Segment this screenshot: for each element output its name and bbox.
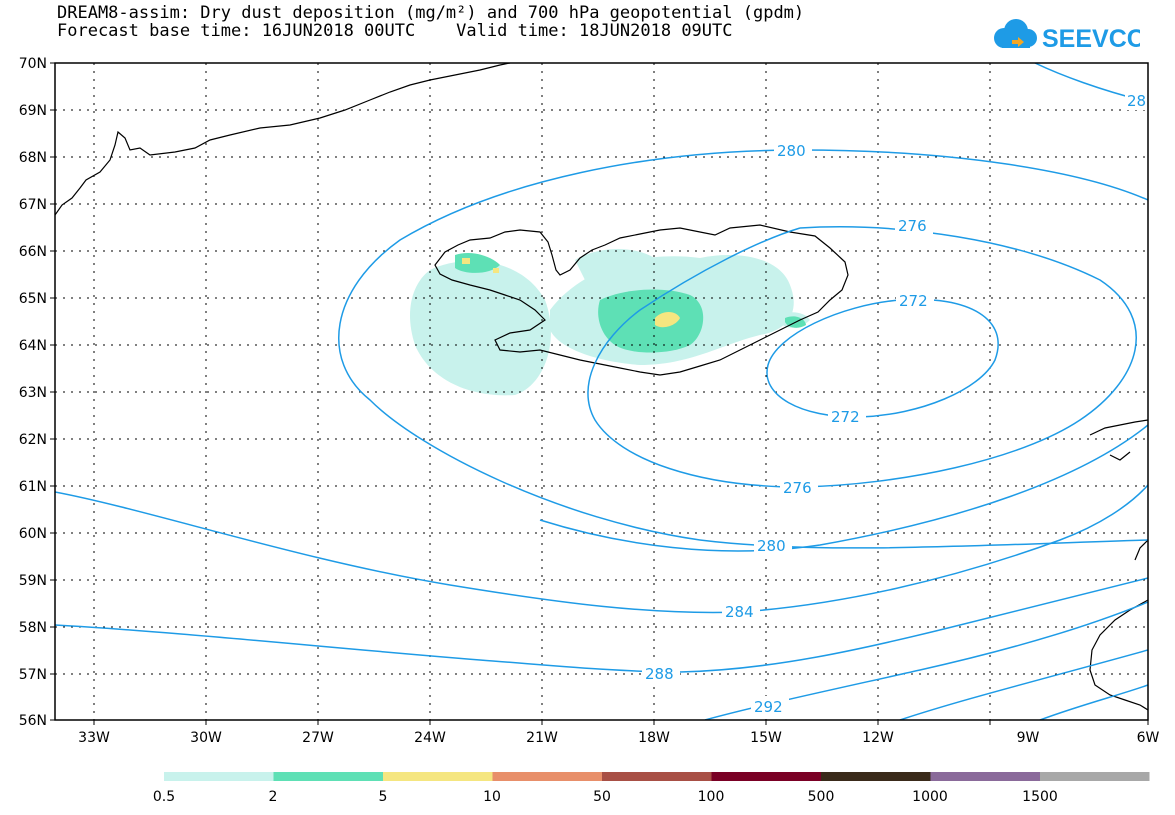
lat-label: 68N <box>19 150 47 166</box>
legend-label: 500 <box>808 789 835 805</box>
legend-swatch <box>930 772 1040 781</box>
dust-area-level3-central <box>655 312 680 328</box>
coastlines <box>55 63 1148 711</box>
lat-label: 65N <box>19 291 47 307</box>
contour-label: 276 <box>783 479 812 497</box>
lon-labels: 33W 30W 27W 24W 21W 18W 15W 12W 9W 6W <box>78 730 1159 746</box>
lat-label: 70N <box>19 56 47 72</box>
lon-label: 18W <box>638 730 670 746</box>
contour-284 <box>55 484 1148 614</box>
legend-swatch <box>711 772 821 781</box>
lat-label: 56N <box>19 713 47 729</box>
legend-label: 1000 <box>912 789 948 805</box>
contour-label: 284 <box>725 603 754 621</box>
lat-label: 69N <box>19 103 47 119</box>
chart-title: DREAM8-assim: Dry dust deposition (mg/m²… <box>57 3 805 23</box>
legend-swatch <box>383 772 493 781</box>
legend-swatch <box>821 772 931 781</box>
lat-label: 62N <box>19 432 47 448</box>
lon-label: 24W <box>414 730 446 746</box>
contour-label: 272 <box>831 408 860 426</box>
legend-label: 5 <box>379 789 388 805</box>
lat-label: 64N <box>19 338 47 354</box>
contour-east-a <box>1039 684 1148 720</box>
iceland-coast <box>434 224 849 376</box>
legend-label: 10 <box>483 789 501 805</box>
lon-label: 27W <box>302 730 334 746</box>
colorbar-legend <box>164 772 1150 781</box>
contour-label: 276 <box>898 217 927 235</box>
lon-label: 15W <box>750 730 782 746</box>
lon-label: 9W <box>1017 730 1040 746</box>
legend-labels: 0.5 2 5 10 50 100 500 1000 1500 <box>153 789 1058 805</box>
lon-label: 12W <box>862 730 894 746</box>
contour-labels: 280 272 276 272 276 280 284 288 292 28 <box>642 90 1148 716</box>
lat-label: 57N <box>19 667 47 683</box>
contour-label: 288 <box>645 665 674 683</box>
legend-label: 1500 <box>1022 789 1058 805</box>
legend-label: 2 <box>269 789 278 805</box>
dust-area-level3-west-b <box>493 268 499 273</box>
lon-ticks <box>93 720 1149 725</box>
contour-label: 28 <box>1127 92 1146 110</box>
lat-label: 61N <box>19 479 47 495</box>
contour-276 <box>587 226 1137 488</box>
faroe-shetland-coast <box>1089 419 1148 711</box>
dust-area-level3-west-a <box>462 258 470 264</box>
lat-label: 63N <box>19 385 47 401</box>
lon-label: 6W <box>1137 730 1160 746</box>
legend-label: 50 <box>593 789 611 805</box>
dust-area-level1-north <box>575 248 660 282</box>
contour-292-east <box>899 649 1148 720</box>
lat-label: 59N <box>19 573 47 589</box>
lat-label: 58N <box>19 620 47 636</box>
dust-area-level1-west <box>410 261 551 396</box>
lat-label: 66N <box>19 244 47 260</box>
lat-label: 60N <box>19 526 47 542</box>
contour-label: 280 <box>777 142 806 160</box>
contour-280-south <box>539 424 1148 552</box>
legend-swatch <box>164 772 274 781</box>
dust-deposition-shading <box>410 248 810 396</box>
lat-label: 67N <box>19 197 47 213</box>
lon-label: 21W <box>526 730 558 746</box>
cloud-icon <box>994 19 1037 48</box>
lat-ticks <box>50 62 55 721</box>
lat-labels: 70N 69N 68N 67N 66N 65N 64N 63N 62N 61N … <box>19 56 47 729</box>
legend-swatch <box>602 772 712 781</box>
lon-label: 30W <box>190 730 222 746</box>
seevccc-logo: SEEVCCC <box>994 19 1140 53</box>
svg-text:SEEVCCC: SEEVCCC <box>1042 25 1140 53</box>
lon-label: 33W <box>78 730 110 746</box>
contour-label: 292 <box>754 698 783 716</box>
graticule <box>55 63 1148 720</box>
legend-swatch <box>1040 772 1150 781</box>
contour-label: 272 <box>899 292 928 310</box>
chart-subtitle: Forecast base time: 16JUN2018 00UTC Vali… <box>57 21 733 41</box>
contour-288 <box>55 577 1148 673</box>
legend-label: 0.5 <box>153 789 175 805</box>
legend-swatch <box>273 772 383 781</box>
dust-area-level2-central <box>598 289 704 353</box>
legend-label: 100 <box>698 789 725 805</box>
legend-swatch <box>492 772 602 781</box>
greenland-coast <box>55 63 511 216</box>
contour-label: 280 <box>757 537 786 555</box>
